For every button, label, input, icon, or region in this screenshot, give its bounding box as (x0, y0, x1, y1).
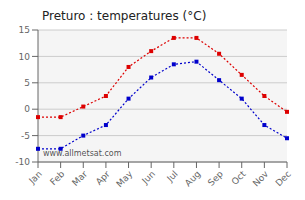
svg-text:Oct: Oct (230, 169, 248, 187)
svg-text:10: 10 (19, 52, 31, 62)
svg-text:5: 5 (24, 78, 30, 88)
svg-text:Jun: Jun (139, 169, 157, 187)
html-text:www.allmetsat.com: www.allmetsat.com (43, 149, 122, 158)
svg-text:Sep: Sep (206, 169, 225, 188)
svg-text:Nov: Nov (251, 168, 271, 188)
svg-text:Aug: Aug (183, 169, 203, 189)
html-text:Preturo : temperatures (°C): Preturo : temperatures (°C) (42, 9, 207, 23)
svg-text:-5: -5 (21, 131, 30, 141)
svg-text:0: 0 (24, 104, 30, 114)
svg-text:Feb: Feb (48, 169, 67, 188)
svg-text:Mar: Mar (70, 169, 89, 188)
svg-text:May: May (114, 168, 135, 189)
svg-text:Jan: Jan (26, 169, 44, 187)
svg-text:-10: -10 (15, 157, 30, 167)
svg-text:15: 15 (19, 25, 30, 35)
svg-text:Jul: Jul (164, 169, 179, 184)
svg-text:Dec: Dec (274, 169, 293, 188)
svg-text:Apr: Apr (94, 169, 112, 187)
